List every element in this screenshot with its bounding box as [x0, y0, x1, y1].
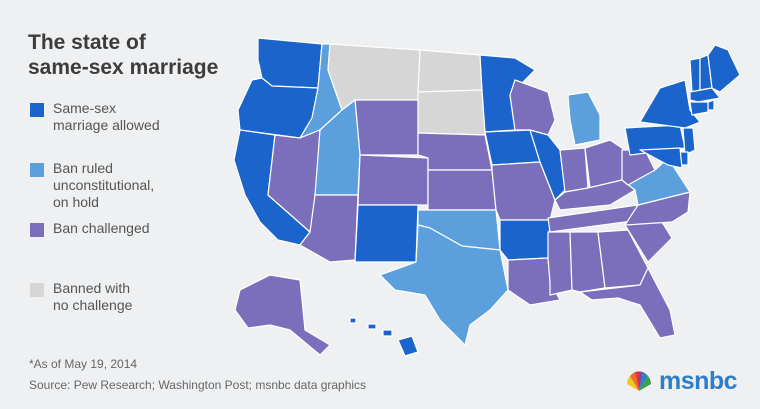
legend-swatch-challenged — [30, 223, 44, 237]
state-wy — [354, 99, 419, 156]
legend-swatch-allowed — [30, 103, 44, 117]
title-line-1: The state of — [28, 31, 146, 54]
state-me — [707, 44, 741, 93]
state-ak — [234, 274, 331, 356]
state-md — [639, 147, 683, 169]
state-hi — [349, 317, 419, 357]
state-ri — [707, 99, 715, 111]
state-ne — [417, 132, 493, 171]
state-tx — [379, 224, 509, 346]
state-wi — [509, 79, 556, 136]
title-line-2: same-sex marriage — [28, 56, 219, 79]
state-fl — [579, 267, 676, 339]
state-in — [559, 147, 589, 193]
legend-label: on hold — [53, 194, 99, 210]
state-ks — [427, 169, 497, 211]
state-mi — [567, 91, 601, 146]
source-note: Source: Pew Research; Washington Post; m… — [29, 378, 367, 392]
state-wa — [257, 37, 323, 89]
legend-label: no challenge — [53, 297, 133, 313]
state-vt — [689, 57, 701, 93]
legend-label: Ban ruled — [53, 160, 113, 176]
page-title: The state of same-sex marriage — [28, 30, 248, 80]
footnote: *As of May 19, 2014 — [29, 357, 138, 371]
state-nj — [682, 127, 696, 156]
state-ct — [689, 101, 709, 116]
state-sd — [417, 89, 486, 136]
state-ma — [689, 87, 721, 103]
legend-label: marriage allowed — [53, 117, 160, 133]
legend-swatch-banned — [30, 283, 44, 297]
state-ar — [499, 219, 551, 261]
state-co — [357, 154, 429, 206]
brand-name: msnbc — [659, 366, 738, 395]
legend-label: Ban challenged — [53, 220, 150, 236]
state-ms — [547, 231, 573, 296]
state-nm — [354, 204, 419, 263]
legend-swatch-onhold — [30, 163, 44, 177]
legend-label: Same-sex — [53, 100, 117, 116]
state-nd — [417, 49, 483, 93]
legend-label: Banned with — [53, 280, 131, 296]
peacock-icon — [627, 371, 651, 391]
msnbc-logo: msnbc — [624, 366, 738, 396]
legend-label: unconstitutional, — [53, 177, 155, 193]
